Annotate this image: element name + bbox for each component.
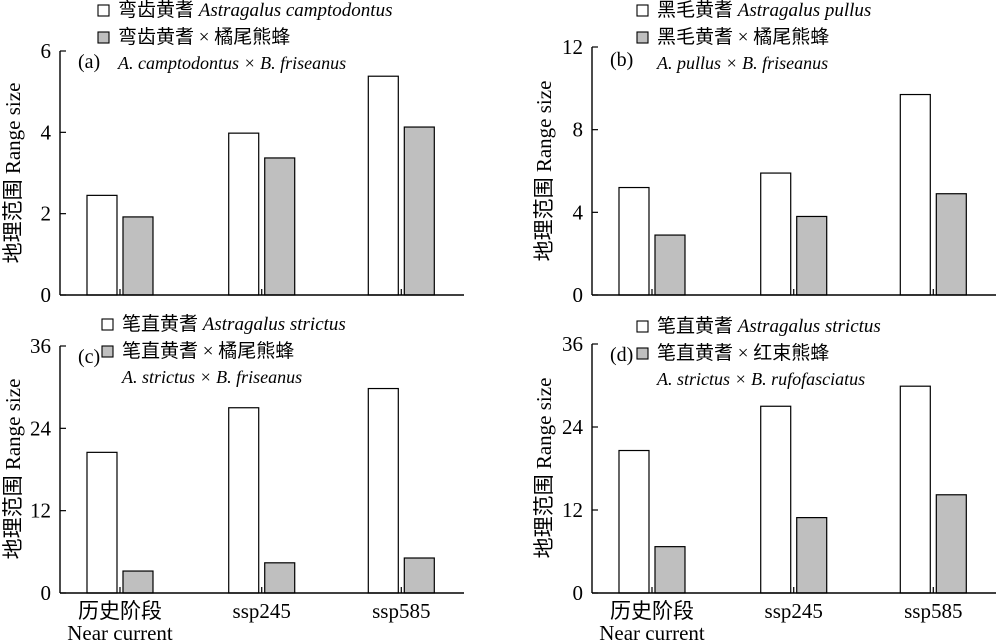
bar-species-1 xyxy=(86,451,118,594)
y-axis-title: 地理范围 Range size xyxy=(532,81,556,262)
legend-entry-interaction-latin: A. strictus × B. rufofasciatus xyxy=(656,369,865,389)
y-tick-label-0: 0 xyxy=(573,283,584,307)
bar-species-1 xyxy=(618,186,650,296)
bar-interaction-1 xyxy=(122,570,154,594)
legend-entry-interaction-latin: A. pullus × B. friseanus xyxy=(656,53,828,73)
legend-species-latin: Astragalus strictus xyxy=(736,316,881,337)
y-tick-label-6: 6 xyxy=(41,39,52,63)
y-tick-label-0: 0 xyxy=(41,283,52,307)
bar-interaction-2 xyxy=(264,157,296,296)
bar-species-2 xyxy=(228,407,260,594)
legend-entry-interaction: 黑毛黄耆 × 橘尾熊蜂 xyxy=(657,26,829,48)
category-label-2: ssp245 xyxy=(765,599,823,623)
bar-interaction-1 xyxy=(654,546,686,594)
legend-entry-species: 黑毛黄耆 Astragalus pullus xyxy=(657,0,871,21)
bar-species-1 xyxy=(618,449,650,594)
legend-swatch-interaction xyxy=(101,345,114,358)
bar-species-2 xyxy=(760,405,792,594)
y-tick-label-2: 2 xyxy=(41,202,52,226)
legend-entry-species: 弯齿黄耆 Astragalus camptodontus xyxy=(118,0,392,21)
y-tick-label-12: 12 xyxy=(30,499,51,523)
bar-interaction-3 xyxy=(935,494,967,594)
legend-entry-species: 笔直黄耆 Astragalus strictus xyxy=(122,313,346,335)
bar-interaction-3 xyxy=(403,126,435,296)
legend-species-latin: Astragalus camptodontus xyxy=(197,0,393,21)
category-label-1: 历史阶段 xyxy=(78,599,162,623)
legend-species-latin: Astragalus pullus xyxy=(736,0,872,21)
bar-species-2 xyxy=(228,132,260,296)
bar-species-2 xyxy=(760,172,792,296)
bar-interaction-1 xyxy=(122,216,154,296)
y-tick-label-24: 24 xyxy=(562,415,584,439)
bar-species-3 xyxy=(367,387,399,594)
legend-swatch-species xyxy=(101,318,114,331)
category-sublabel-1: Near current xyxy=(67,621,173,643)
legend-entry-interaction-latin: A. camptodontus × B. friseanus xyxy=(117,53,346,73)
legend-entry-interaction: 弯齿黄耆 × 橘尾熊蜂 xyxy=(118,26,290,48)
panel-label: (a) xyxy=(78,51,100,73)
legend-entry-species: 笔直黄耆 Astragalus strictus xyxy=(657,315,881,337)
panel-label: (c) xyxy=(78,346,100,368)
y-tick-label-24: 24 xyxy=(30,416,52,440)
panel-label: (b) xyxy=(610,49,633,71)
legend-swatch-species xyxy=(636,320,649,333)
legend-species-cn: 笔直黄耆 xyxy=(122,313,203,335)
legend-swatch-species xyxy=(97,4,110,17)
legend-entry-interaction: 笔直黄耆 × 橘尾熊蜂 xyxy=(122,340,294,362)
bar-interaction-2 xyxy=(796,517,828,594)
legend-entry-interaction-latin: A. strictus × B. friseanus xyxy=(121,367,302,387)
y-axis-title: 地理范围 Range size xyxy=(1,379,25,560)
bar-species-1 xyxy=(86,194,118,296)
legend-species-cn: 弯齿黄耆 xyxy=(118,0,199,21)
panel-a: 0 2 4 6 地理范围 Range size (a) 弯齿黄耆 Astragalus ca… xyxy=(1,0,464,307)
legend-entry-interaction: 笔直黄耆 × 红束熊蜂 xyxy=(657,342,829,364)
category-label-3: ssp585 xyxy=(372,599,430,623)
legend-swatch-interaction xyxy=(636,347,649,360)
y-tick-label-36: 36 xyxy=(562,332,583,356)
category-label-3: ssp585 xyxy=(904,599,962,623)
bar-interaction-3 xyxy=(403,557,435,594)
y-tick-label-36: 36 xyxy=(30,334,51,358)
bar-interaction-1 xyxy=(654,234,686,296)
bar-species-3 xyxy=(367,75,399,296)
bar-species-3 xyxy=(899,93,931,296)
legend-swatch-interaction xyxy=(636,31,649,44)
bar-species-3 xyxy=(899,385,931,594)
category-label-2: ssp245 xyxy=(233,599,291,623)
y-tick-label-0: 0 xyxy=(41,581,52,605)
legend-swatch-species xyxy=(636,4,649,17)
y-tick-label-12: 12 xyxy=(562,498,583,522)
category-sublabel-1: Near current xyxy=(599,621,705,643)
bar-interaction-2 xyxy=(264,562,296,594)
y-axis-title: 地理范围 Range size xyxy=(532,378,556,559)
y-tick-label-12: 12 xyxy=(562,35,583,59)
legend-species-cn: 笔直黄耆 xyxy=(657,315,738,337)
category-label-1: 历史阶段 xyxy=(610,599,694,623)
bar-interaction-2 xyxy=(796,215,828,296)
legend-species-cn: 黑毛黄耆 xyxy=(657,0,738,21)
y-tick-label-8: 8 xyxy=(573,118,584,142)
y-tick-label-4: 4 xyxy=(41,120,52,144)
legend-swatch-interaction xyxy=(97,31,110,44)
legend-species-latin: Astragalus strictus xyxy=(201,314,346,335)
y-tick-label-4: 4 xyxy=(573,200,584,224)
panel-label: (d) xyxy=(610,344,633,366)
y-axis-title: 地理范围 Range size xyxy=(1,83,25,264)
y-tick-label-0: 0 xyxy=(573,581,584,605)
bar-interaction-3 xyxy=(935,193,967,296)
